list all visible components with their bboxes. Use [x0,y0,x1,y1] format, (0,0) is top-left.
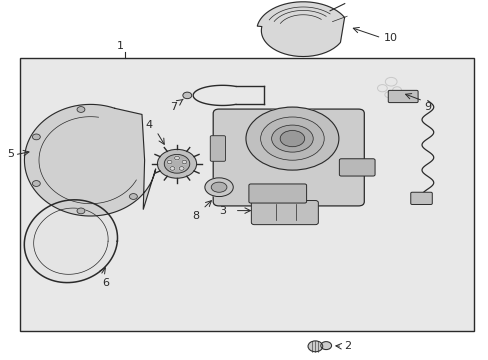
Circle shape [157,149,196,178]
FancyBboxPatch shape [387,90,417,103]
FancyBboxPatch shape [339,159,374,176]
Text: 6: 6 [102,278,109,288]
Ellipse shape [245,107,338,170]
Text: 2: 2 [343,341,350,351]
Polygon shape [24,104,155,216]
Circle shape [170,167,175,170]
Ellipse shape [211,182,226,192]
Text: 8: 8 [192,211,199,221]
Text: 10: 10 [383,33,397,43]
Text: 7: 7 [170,102,177,112]
Circle shape [164,154,189,173]
Text: 9: 9 [424,102,431,112]
Circle shape [179,167,183,170]
FancyBboxPatch shape [213,109,364,206]
FancyBboxPatch shape [210,136,225,161]
Ellipse shape [204,178,233,197]
FancyBboxPatch shape [251,201,318,225]
Circle shape [32,181,40,186]
Ellipse shape [271,125,312,152]
Circle shape [77,208,85,214]
Circle shape [167,160,172,164]
Text: 5: 5 [7,149,14,159]
Circle shape [320,342,331,350]
FancyBboxPatch shape [410,192,431,204]
Circle shape [32,134,40,140]
Text: 1: 1 [117,41,124,51]
FancyBboxPatch shape [248,184,306,203]
Polygon shape [257,2,344,57]
Ellipse shape [280,131,304,147]
Circle shape [182,160,186,164]
Circle shape [183,92,191,99]
FancyBboxPatch shape [20,58,473,331]
Circle shape [129,194,137,199]
Circle shape [77,107,85,112]
Circle shape [307,341,322,352]
Circle shape [174,156,179,160]
Text: 3: 3 [219,206,226,216]
Text: 4: 4 [145,120,152,130]
Ellipse shape [260,117,324,160]
Polygon shape [24,200,117,283]
